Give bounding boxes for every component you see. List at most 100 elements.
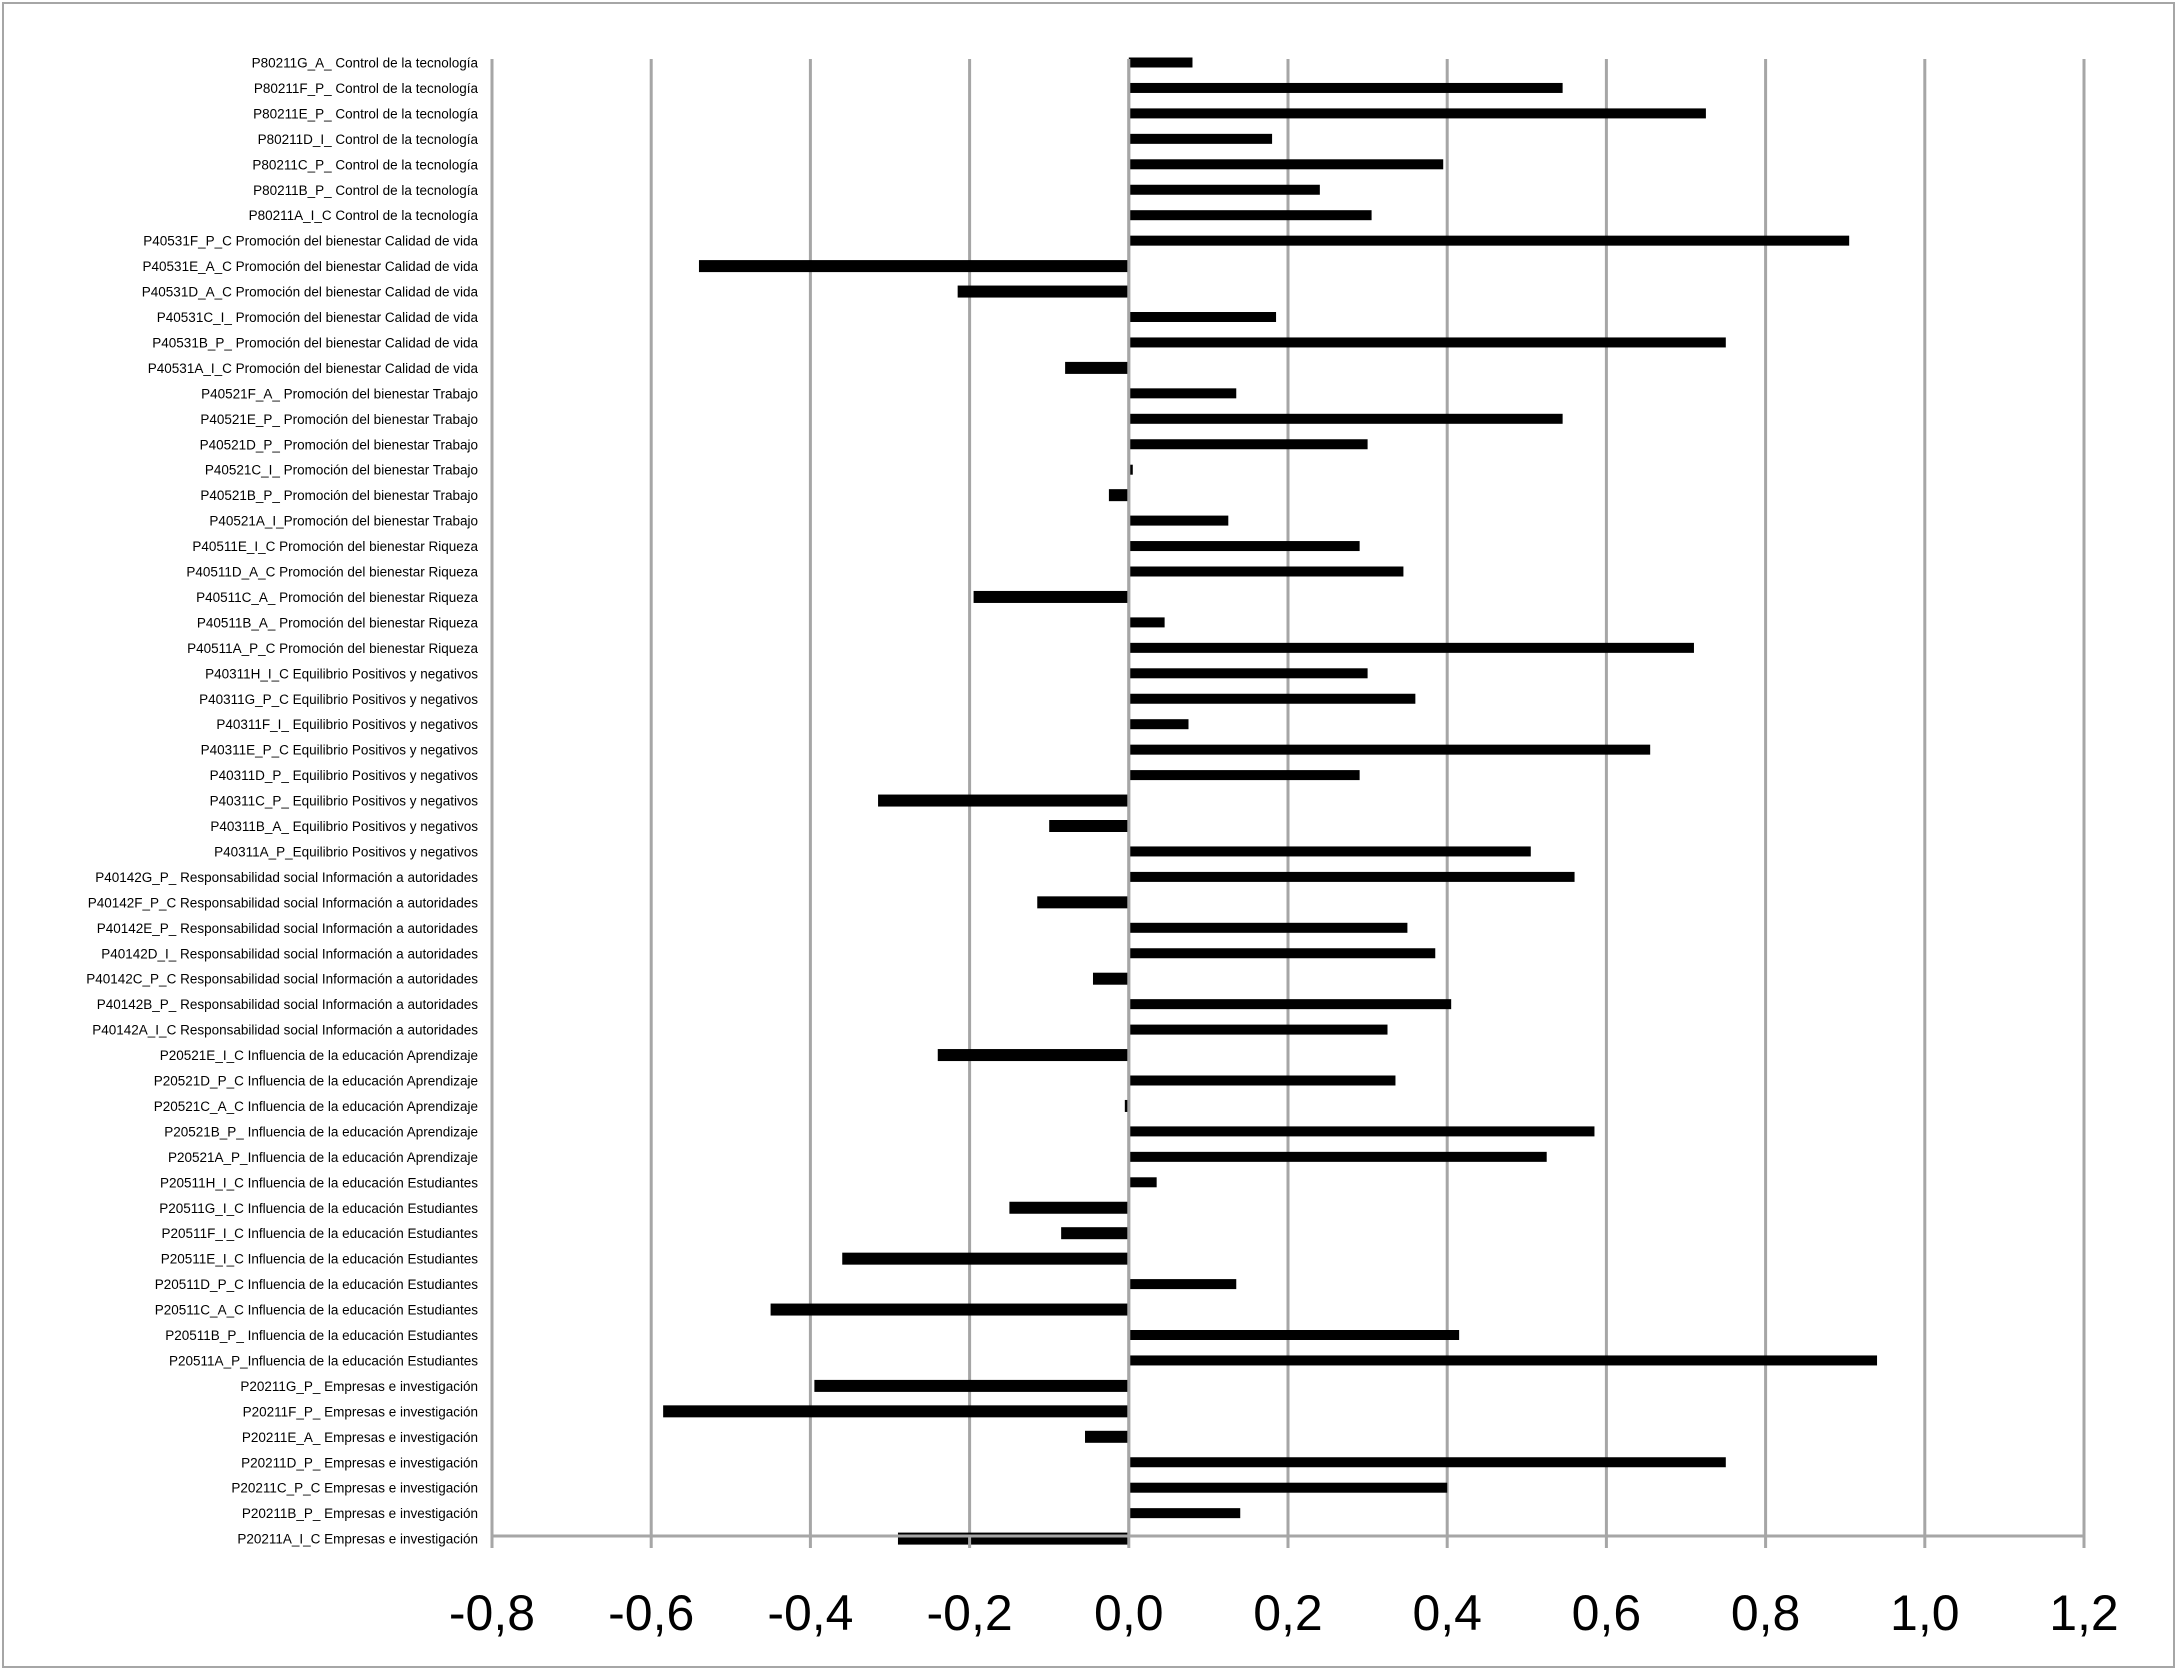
category-label: P20511A_P_Influencia de la educación Est… bbox=[169, 1353, 478, 1368]
category-label: P20511F_I_C Influencia de la educación E… bbox=[162, 1226, 479, 1241]
category-label: P80211F_P_ Control de la tecnología bbox=[254, 81, 479, 96]
category-label: P40142C_P_C Responsabilidad social Infor… bbox=[86, 972, 478, 987]
category-label: P20511H_I_C Influencia de la educación E… bbox=[160, 1175, 478, 1190]
bar bbox=[1128, 948, 1436, 959]
category-label: P40142G_P_ Responsabilidad social Inform… bbox=[95, 870, 478, 885]
bar bbox=[1124, 1099, 1129, 1112]
category-label: P40311B_A_ Equilibrio Positivos y negati… bbox=[210, 819, 478, 834]
category-label: P40521F_A_ Promoción del bienestar Traba… bbox=[201, 386, 478, 401]
bar bbox=[1128, 337, 1726, 348]
bar bbox=[1108, 489, 1129, 502]
category-label: P20521C_A_C Influencia de la educación A… bbox=[154, 1099, 478, 1114]
category-label: P20511B_P_ Influencia de la educación Es… bbox=[165, 1328, 478, 1343]
category-label: P40311A_P_Equilibrio Positivos y negativ… bbox=[214, 844, 478, 859]
bar bbox=[1128, 1075, 1396, 1086]
bar bbox=[1128, 413, 1563, 424]
category-label: P20211G_P_ Empresas e investigación bbox=[240, 1379, 478, 1394]
bar bbox=[1128, 210, 1372, 221]
category-label: P80211B_P_ Control de la tecnología bbox=[253, 183, 478, 198]
category-label: P40311E_P_C Equilibrio Positivos y negat… bbox=[201, 743, 479, 758]
category-label: P40531A_I_C Promoción del bienestar Cali… bbox=[148, 361, 479, 376]
bar bbox=[814, 1379, 1129, 1392]
bar bbox=[1128, 515, 1229, 526]
category-label: P40531F_P_C Promoción del bienestar Cali… bbox=[143, 234, 478, 249]
bar bbox=[1128, 693, 1416, 704]
category-label: P40142A_I_C Responsabilidad social Infor… bbox=[92, 1023, 478, 1038]
bar bbox=[1049, 820, 1129, 832]
bar bbox=[1128, 312, 1277, 322]
category-label: P40142E_P_ Responsabilidad social Inform… bbox=[97, 921, 478, 936]
category-label: P80211G_A_ Control de la tecnología bbox=[252, 56, 479, 71]
bar bbox=[1037, 896, 1129, 909]
bar bbox=[1128, 922, 1408, 933]
bar bbox=[663, 1405, 1129, 1418]
bar bbox=[1128, 1151, 1547, 1162]
bar bbox=[1128, 439, 1368, 450]
x-tick-label: 0,6 bbox=[1572, 1585, 1642, 1641]
category-label: P20211B_P_ Empresas e investigación bbox=[242, 1506, 478, 1521]
bar bbox=[1128, 82, 1563, 93]
bar bbox=[1128, 566, 1404, 577]
bar bbox=[698, 260, 1129, 273]
category-label: P40311F_I_ Equilibrio Positivos y negati… bbox=[216, 717, 478, 732]
category-label: P40531D_A_C Promoción del bienestar Cali… bbox=[142, 285, 479, 300]
bar bbox=[1128, 1279, 1237, 1290]
category-label: P40521A_I_Promoción del bienestar Trabaj… bbox=[209, 514, 478, 529]
bar bbox=[1128, 184, 1320, 195]
x-tick-label: 0,0 bbox=[1094, 1585, 1164, 1641]
x-tick-label: -0,2 bbox=[927, 1585, 1013, 1641]
axes bbox=[490, 59, 2086, 1548]
category-label: P40311D_P_ Equilibrio Positivos y negati… bbox=[210, 768, 479, 783]
x-tick-label: 0,2 bbox=[1253, 1585, 1323, 1641]
x-tick-label: -0,6 bbox=[608, 1585, 694, 1641]
bar bbox=[973, 590, 1129, 603]
category-label: P20211F_P_ Empresas e investigación bbox=[243, 1404, 478, 1419]
category-label: P40311H_I_C Equilibrio Positivos y negat… bbox=[205, 666, 478, 681]
bar bbox=[897, 1532, 1129, 1545]
bar bbox=[1128, 1330, 1460, 1340]
category-label: P80211E_P_ Control de la tecnología bbox=[253, 106, 478, 121]
category-label: P40521C_I_ Promoción del bienestar Traba… bbox=[205, 463, 478, 478]
bar bbox=[1128, 235, 1850, 246]
bar bbox=[1128, 1355, 1878, 1366]
category-label: P20511C_A_C Influencia de la educación E… bbox=[155, 1303, 478, 1318]
x-tick-labels: -0,8 -0,6 -0,4 -0,2 0,0 0,2 0,4 0,6 0,8 1,0 1,2 bbox=[449, 1585, 2119, 1641]
bar bbox=[1128, 159, 1444, 170]
category-label: P40511A_P_C Promoción del bienestar Riqu… bbox=[187, 641, 478, 656]
grid-lines bbox=[490, 59, 2086, 1536]
category-label: P20211A_I_C Empresas e investigación bbox=[237, 1532, 478, 1547]
x-tick-label: -0,4 bbox=[767, 1585, 853, 1641]
bar bbox=[1085, 1430, 1129, 1443]
category-label: P40531E_A_C Promoción del bienestar Cali… bbox=[143, 259, 479, 274]
bar bbox=[1128, 1457, 1726, 1468]
category-label: P20521A_P_Influencia de la educación Apr… bbox=[168, 1150, 478, 1165]
category-label: P40521B_P_ Promoción del bienestar Traba… bbox=[200, 488, 478, 503]
bar bbox=[878, 794, 1129, 807]
bar bbox=[1009, 1201, 1129, 1214]
category-label: P40531C_I_ Promoción del bienestar Calid… bbox=[157, 310, 479, 325]
category-label: P20211C_P_C Empresas e investigación bbox=[231, 1481, 478, 1496]
category-label: P20211D_P_ Empresas e investigación bbox=[241, 1455, 478, 1470]
bar bbox=[1128, 668, 1368, 679]
bar bbox=[1092, 972, 1129, 985]
category-label: P20211E_A_ Empresas e investigación bbox=[242, 1430, 478, 1445]
category-labels: P80211G_A_ Control de la tecnología P8021… bbox=[86, 56, 478, 1547]
bar bbox=[1128, 1024, 1388, 1035]
bar bbox=[1128, 133, 1273, 144]
bar-chart: P80211G_A_ Control de la tecnología P8021… bbox=[86, 56, 2119, 1642]
bar bbox=[1128, 541, 1360, 552]
category-label: P40142B_P_ Responsabilidad social Inform… bbox=[97, 997, 478, 1012]
x-tick-label: 0,4 bbox=[1412, 1585, 1482, 1641]
category-label: P20521B_P_ Influencia de la educación Ap… bbox=[164, 1124, 478, 1139]
bar bbox=[957, 285, 1129, 298]
bar bbox=[770, 1303, 1129, 1316]
bar bbox=[1128, 770, 1360, 781]
category-label: P40511E_I_C Promoción del bienestar Riqu… bbox=[192, 539, 478, 554]
category-label: P40521D_P_ Promoción del bienestar Traba… bbox=[200, 437, 478, 452]
category-label: P80211C_P_ Control de la tecnología bbox=[252, 157, 478, 172]
bar bbox=[1128, 388, 1237, 399]
bar bbox=[1128, 1177, 1157, 1188]
x-tick-label: 1,0 bbox=[1890, 1585, 1960, 1641]
category-label: P40311C_P_ Equilibrio Positivos y negati… bbox=[210, 794, 479, 809]
category-label: P40511C_A_ Promoción del bienestar Rique… bbox=[196, 590, 478, 605]
